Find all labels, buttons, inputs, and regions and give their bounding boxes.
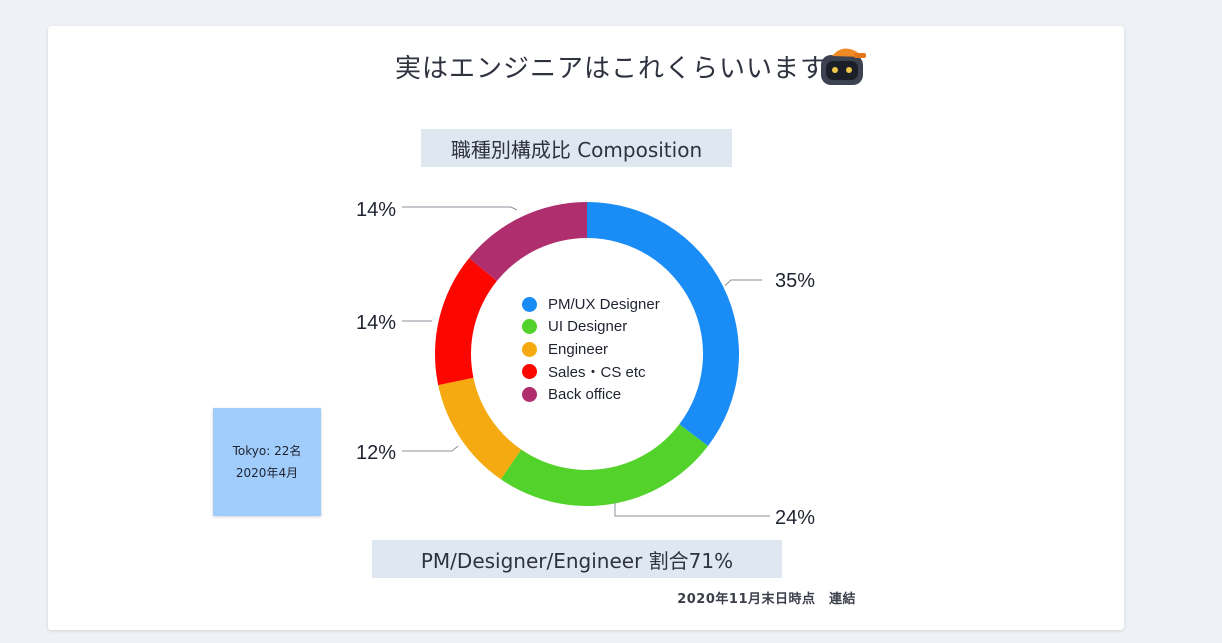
leader-line [614, 503, 770, 517]
legend-item: Sales・CS etc [522, 361, 660, 384]
footnote: 2020年11月末日時点 連結 [677, 592, 856, 607]
data-label: 14% [356, 312, 396, 334]
slice-ui-designer [500, 424, 708, 507]
note-date: 2020年4月 [235, 466, 299, 480]
slice-back-office [469, 202, 587, 281]
legend-label: Back office [548, 385, 622, 403]
legend-label: Sales・CS etc [548, 364, 646, 382]
slice-sales-cs-etc [434, 258, 497, 386]
legend-swatch [522, 296, 537, 312]
leader-line [402, 445, 459, 452]
legend-item: Engineer [522, 338, 660, 361]
legend-label: Engineer [548, 340, 609, 358]
legend-label: PM/UX Designer [548, 295, 660, 313]
data-label: 14% [356, 199, 396, 221]
data-label: 12% [356, 442, 396, 464]
leader-line [724, 279, 762, 286]
slice-pm-ux-designer [587, 202, 740, 447]
legend-swatch [522, 341, 537, 357]
chart-legend: PM/UX Designer UI Designer Engineer Sales・C… [522, 293, 660, 406]
legend-swatch [522, 386, 537, 402]
slide-title: 実はエンジニアはこれくらいいます [394, 54, 827, 84]
legend-item: Back office [522, 383, 660, 406]
chart-subtitle: 職種別構成比 Composition [421, 129, 732, 167]
legend-swatch [522, 364, 537, 380]
sticky-note: Tokyo: 22名 2020年4月 [213, 408, 321, 516]
slice-engineer [438, 377, 522, 480]
legend-label: UI Designer [548, 318, 628, 336]
data-label: 35% [775, 270, 815, 292]
slide-card [48, 26, 1124, 630]
legend-swatch [522, 319, 537, 335]
summary-box: PM/Designer/Engineer 割合71% [372, 540, 782, 578]
leader-line [402, 206, 518, 211]
note-location: Tokyo: 22名 [232, 444, 302, 458]
data-label: 24% [775, 507, 815, 529]
legend-item: UI Designer [522, 316, 660, 339]
robot-helmet-icon [821, 48, 866, 85]
legend-item: PM/UX Designer [522, 293, 660, 316]
